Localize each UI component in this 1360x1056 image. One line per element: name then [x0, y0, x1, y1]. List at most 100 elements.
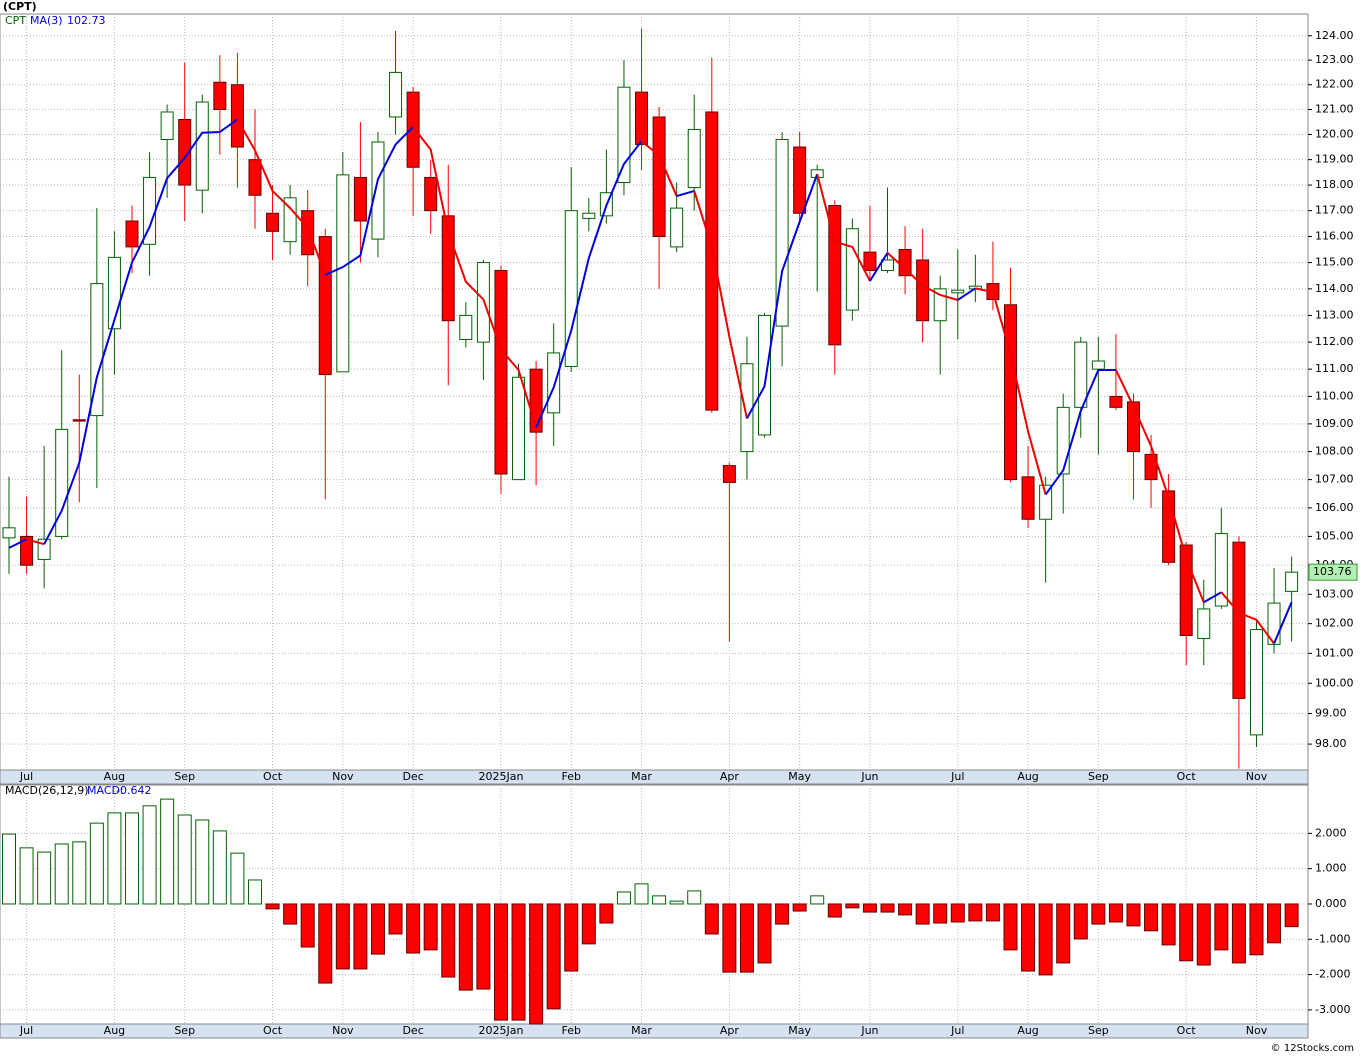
candle-body [1003, 304, 1017, 481]
macd-bar [775, 903, 790, 925]
y-tick-label: 2.000 [1315, 826, 1347, 839]
macd-bar [1126, 903, 1141, 927]
macd-bar [247, 879, 262, 905]
candle-body [687, 128, 701, 189]
candle-body [845, 228, 859, 311]
x-tick-label: Nov [1246, 770, 1268, 783]
y-tick-label: 123.00 [1315, 53, 1354, 66]
macd-bar [335, 903, 350, 970]
macd-bar [704, 903, 719, 935]
candle-body [793, 146, 807, 214]
y-tick-label: 103.00 [1315, 587, 1354, 600]
ma-line [676, 189, 695, 198]
macd-bar [1161, 903, 1176, 946]
x-tick-label: Oct [263, 770, 283, 783]
macd-bar [406, 903, 421, 954]
y-tick-label: 117.00 [1315, 204, 1354, 217]
macd-bar [265, 903, 280, 910]
macd-bar [792, 903, 807, 912]
ma-line [324, 126, 414, 276]
candle-body [916, 259, 930, 322]
ma-line [412, 126, 538, 428]
ma-line [886, 252, 959, 301]
candle-body [90, 283, 104, 417]
ma-line [26, 538, 45, 546]
macd-bar [1003, 903, 1018, 951]
candle-body [406, 91, 420, 168]
macd-bar [687, 890, 702, 905]
macd-bar [54, 843, 69, 905]
candle-body [705, 111, 719, 411]
candle-body [828, 205, 842, 346]
y-tick-label: 115.00 [1315, 256, 1354, 269]
y-tick-label: 99.00 [1315, 707, 1347, 720]
candle-body [1074, 341, 1088, 408]
y-tick-label: 102.00 [1315, 617, 1354, 630]
macd-bar [1179, 903, 1194, 962]
candle-body [424, 176, 438, 212]
candle-body [494, 269, 508, 475]
ma-line [693, 190, 748, 419]
candle-body [1144, 453, 1158, 481]
y-tick-label: 110.00 [1315, 389, 1354, 402]
macd-bar [915, 903, 930, 925]
macd-bar [652, 895, 667, 905]
candle-body [1214, 533, 1228, 607]
candle-body [459, 314, 473, 340]
macd-bar [318, 903, 333, 984]
footer: © 12Stocks.com [1271, 1043, 1354, 1054]
candle-body [1109, 395, 1123, 408]
candle-body [1056, 406, 1070, 475]
macd-bar [862, 903, 877, 913]
candle-body [1021, 476, 1035, 520]
candle-body [125, 220, 139, 248]
x-tick-label: Aug [1017, 770, 1038, 783]
x-tick-label: Jul [950, 1024, 964, 1037]
macd-bar [353, 903, 368, 970]
legend-macd-name: MACD: [87, 784, 124, 797]
y-tick-label: 116.00 [1315, 230, 1354, 243]
x-tick-label: Dec [402, 1024, 423, 1037]
macd-bar [19, 847, 34, 905]
macd-bar [1144, 903, 1159, 932]
candle-body [371, 141, 385, 240]
macd-bar [1038, 903, 1053, 976]
candle-body [617, 86, 631, 184]
candle-body [20, 535, 34, 566]
macd-bar [107, 812, 122, 905]
macd-bar [1284, 903, 1299, 928]
x-tick-label: Jul [19, 1024, 33, 1037]
macd-bar [1249, 903, 1264, 956]
y-tick-label: 108.00 [1315, 445, 1354, 458]
y-tick-label: 121.00 [1315, 102, 1354, 115]
macd-bar [195, 819, 210, 905]
macd-bar [739, 903, 754, 973]
chart-title: (CPT) [3, 0, 37, 13]
candle-body [547, 352, 561, 414]
x-tick-label: Feb [561, 1024, 580, 1037]
macd-bar [985, 903, 1000, 922]
macd-bar [564, 903, 579, 972]
x-tick-label: Jun [860, 770, 878, 783]
macd-bar [933, 903, 948, 924]
candle-body [1162, 490, 1176, 563]
macd-bar [230, 852, 245, 905]
candle-body [863, 251, 877, 271]
macd-bar [845, 903, 860, 909]
candle-body [740, 363, 754, 453]
candle-body [758, 314, 772, 436]
macd-bar [1021, 903, 1036, 972]
y-tick-label: 105.00 [1315, 529, 1354, 542]
candle-body [318, 236, 332, 376]
legend-ma-value: 102.73 [67, 14, 106, 27]
ma-line [1220, 591, 1275, 645]
candle-body [178, 118, 192, 186]
x-tick-label: May [788, 770, 811, 783]
macd-bar [212, 830, 227, 905]
candle-body [72, 419, 86, 422]
macd-bar [177, 814, 192, 905]
macd-bar [72, 841, 87, 905]
y-tick-label: 120.00 [1315, 127, 1354, 140]
ma-line [1203, 591, 1222, 604]
